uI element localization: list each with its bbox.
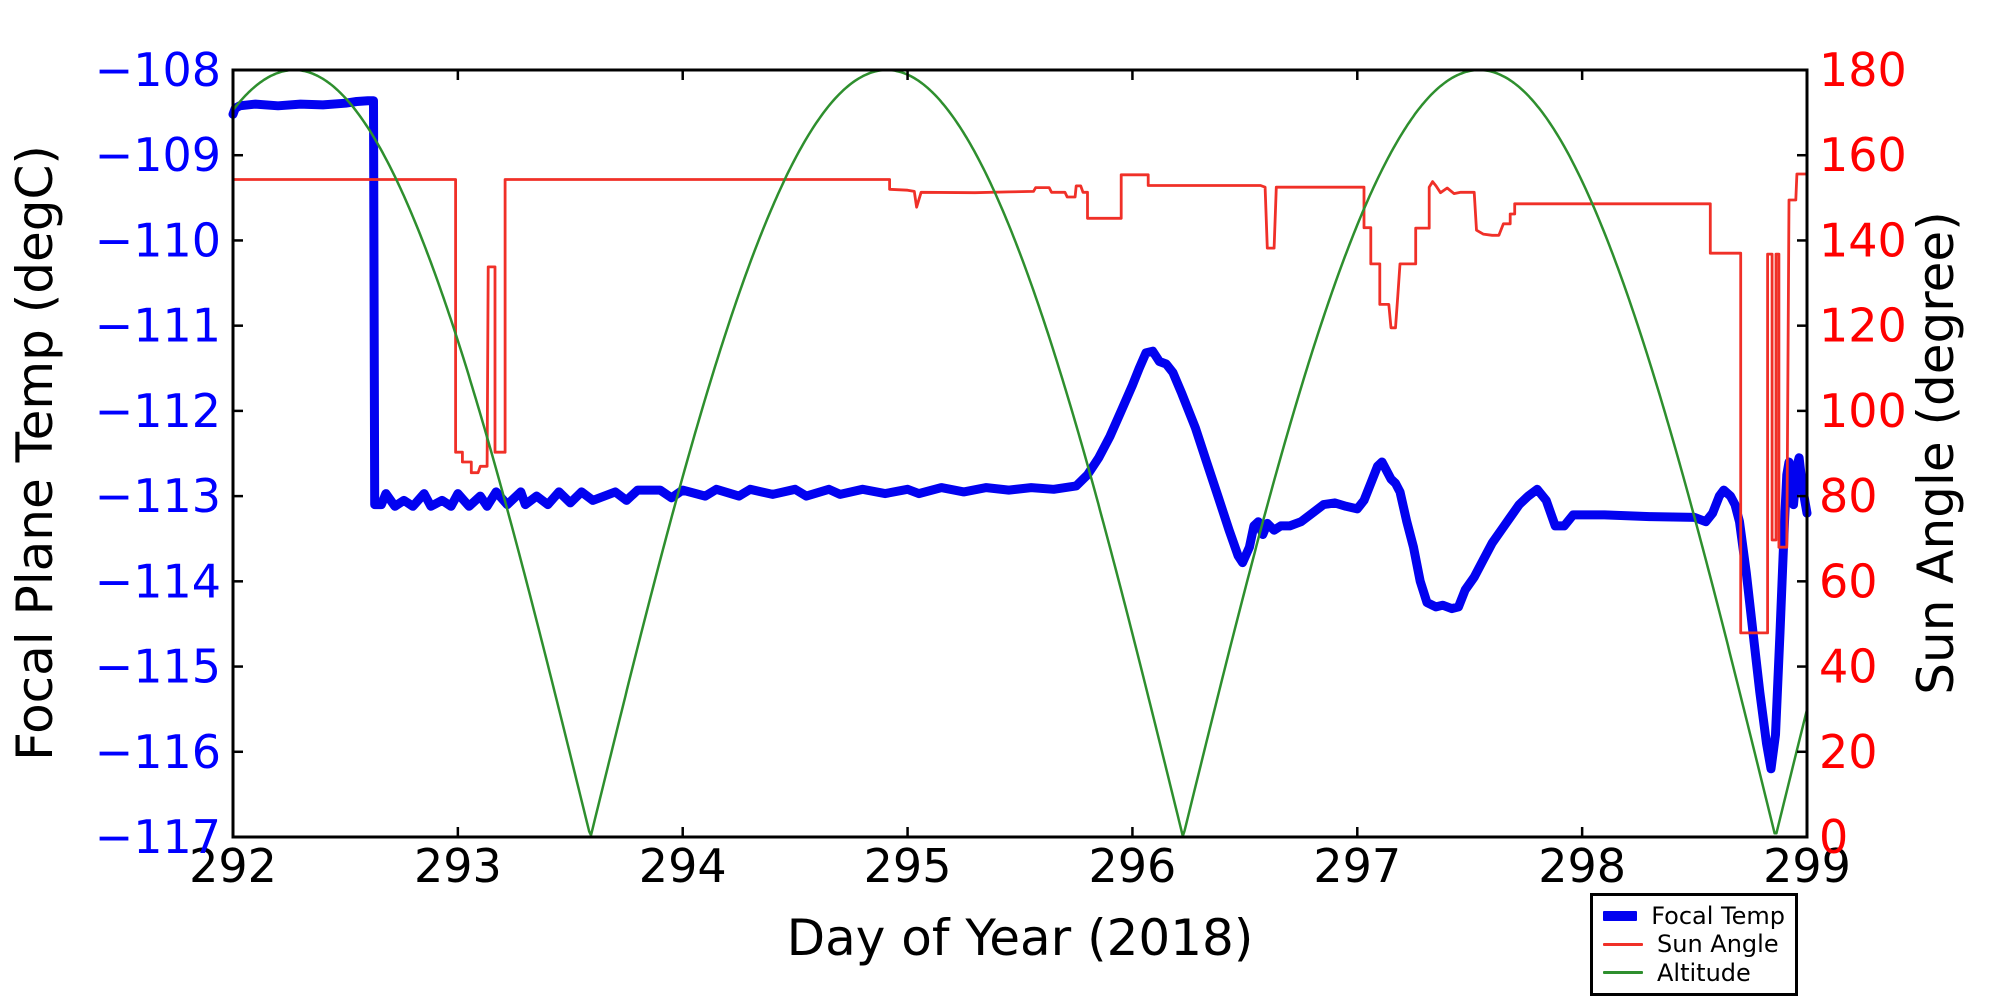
series-line-focal-temp xyxy=(228,96,1812,774)
x-tick-label: 292 xyxy=(189,839,277,893)
series-line-altitude xyxy=(231,68,1809,838)
y-right-tick-label: 80 xyxy=(1819,469,1878,523)
legend-label: Sun Angle xyxy=(1657,930,1779,959)
y-axis-left-label: Focal Plane Temp (degC) xyxy=(6,145,64,761)
y-right-tick-label: 0 xyxy=(1819,810,1848,864)
legend-line-sample xyxy=(1603,942,1643,946)
legend-line-sample xyxy=(1603,911,1638,922)
y-right-tick-label: 20 xyxy=(1819,725,1878,779)
x-tick-label: 296 xyxy=(1089,839,1177,893)
y-right-tick-label: 140 xyxy=(1819,213,1907,267)
y-left-tick-label: −112 xyxy=(95,384,221,438)
legend-label: Focal Temp xyxy=(1651,902,1785,931)
legend-row-sun-angle: Sun Angle xyxy=(1603,930,1785,958)
x-tick-label: 293 xyxy=(414,839,502,893)
y-left-tick-label: −116 xyxy=(95,725,221,779)
series-group xyxy=(228,68,1812,838)
x-axis-label: Day of Year (2018) xyxy=(787,909,1254,967)
tick-labels-group: 292 293 294 295 296 297 298 299 −108 −109 −110 −111… xyxy=(95,43,1907,893)
y-left-tick-label: −108 xyxy=(95,43,221,97)
y-right-tick-label: 160 xyxy=(1819,128,1907,182)
legend-label: Altitude xyxy=(1657,958,1751,987)
y-left-tick-label: −111 xyxy=(95,299,221,353)
y-axis-right-label: Sun Angle (degree) xyxy=(1907,211,1965,694)
ticks-group xyxy=(231,68,1809,839)
y-right-tick-label: 60 xyxy=(1819,554,1878,608)
y-right-tick-label: 100 xyxy=(1819,384,1907,438)
x-tick-label: 298 xyxy=(1538,839,1626,893)
y-left-tick-label: −113 xyxy=(95,469,221,523)
plot-frame xyxy=(231,68,1809,839)
x-tick-label: 294 xyxy=(639,839,727,893)
legend-line-sample xyxy=(1603,971,1643,975)
y-right-tick-label: 180 xyxy=(1819,43,1907,97)
x-tick-label: 297 xyxy=(1313,839,1401,893)
y-left-tick-label: −109 xyxy=(95,128,221,182)
y-right-tick-label: 120 xyxy=(1819,299,1907,353)
x-tick-label: 299 xyxy=(1763,839,1851,893)
legend-row-focal-temp: Focal Temp xyxy=(1603,902,1785,930)
y-left-tick-label: −115 xyxy=(95,640,221,694)
x-tick-label: 295 xyxy=(864,839,952,893)
y-left-tick-label: −110 xyxy=(95,213,221,267)
legend-row-altitude: Altitude xyxy=(1603,959,1785,987)
series-line-sun-angle xyxy=(231,172,1809,635)
legend: Focal Temp Sun Angle Altitude xyxy=(1590,893,1798,996)
y-left-tick-label: −114 xyxy=(95,554,221,608)
y-left-tick-label: −117 xyxy=(95,810,221,864)
y-right-tick-label: 40 xyxy=(1819,640,1878,694)
